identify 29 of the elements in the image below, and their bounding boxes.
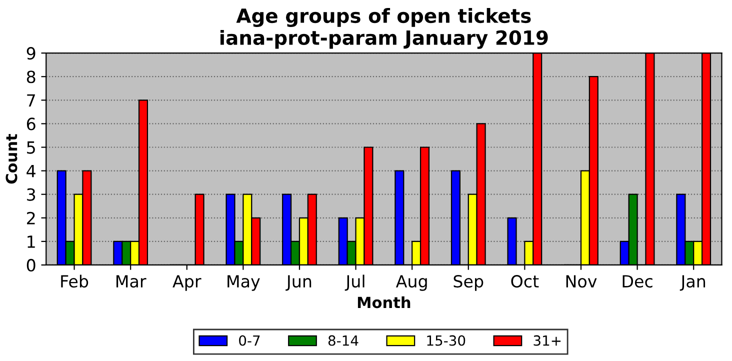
y-tick-label: 2 (27, 212, 35, 224)
x-tick-label: Jan (680, 275, 706, 291)
y-tick-label: 8 (26, 70, 36, 84)
x-tick-label: Aug (396, 275, 427, 291)
x-tick-label: Feb (61, 274, 88, 288)
y-tick-label: 4 (26, 164, 36, 178)
legend-label: 15-30 (427, 335, 466, 346)
legend-label: 8-14 (328, 335, 358, 346)
x-tick-label: Jun (286, 275, 312, 291)
y-tick-label: 0 (26, 258, 36, 272)
x-tick-label: Mar (116, 275, 146, 288)
x-tick-label: Dec (622, 275, 652, 288)
x-axis-title: Month (358, 296, 410, 308)
x-tick-label: Apr (172, 275, 202, 291)
x-tick-label: Jul (344, 274, 364, 291)
y-tick-label: 1 (28, 236, 35, 248)
y-tick-label: 6 (26, 118, 36, 130)
y-tick-label: 3 (27, 188, 36, 201)
legend-label: 31+ (534, 335, 561, 346)
legend-label: 0-7 (239, 335, 260, 346)
x-tick-label: May (228, 275, 260, 291)
y-tick-label: 9 (26, 47, 36, 60)
y-axis-title: Count (6, 134, 18, 184)
y-tick-label: 7 (27, 94, 35, 106)
x-tick-label: Sep (454, 274, 484, 291)
y-tick-label: 5 (27, 141, 35, 154)
x-tick-label: Oct (511, 274, 539, 288)
chart-title: Age groups of open tickets iana-prot-param January 2019 (220, 8, 548, 49)
x-tick-label: Nov (566, 275, 597, 288)
